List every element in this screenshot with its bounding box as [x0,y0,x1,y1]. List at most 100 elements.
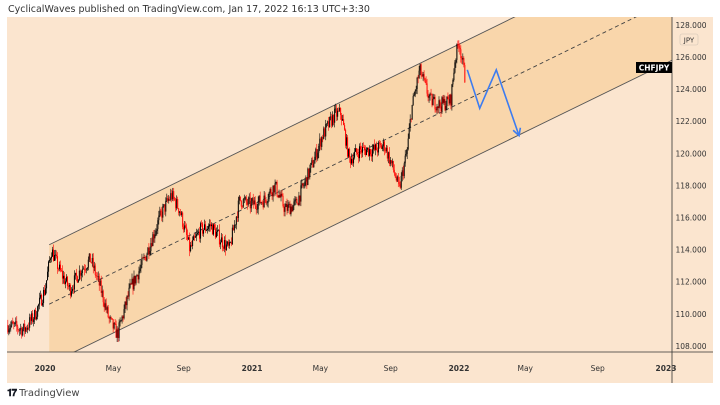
candle-up [233,224,235,231]
candle-down [130,283,132,285]
candle-down [450,94,452,106]
candle-up [52,249,54,257]
candle-up [446,96,448,107]
candle-up [368,149,370,156]
tradingview-logo-text: TradingView [19,388,80,399]
candle-up [176,198,178,209]
candle-up [8,329,10,333]
candle-up [131,278,133,285]
candle-down [90,262,92,263]
candle-up [258,195,260,202]
channel-lower-line[interactable] [49,59,672,364]
candle-up [198,231,200,233]
candle-up [208,226,210,229]
candle-down [7,325,9,333]
candle-up [46,280,48,289]
candle-down [112,319,114,329]
candle-down [186,227,188,235]
candle-down [347,137,349,157]
candle-down [282,195,284,207]
candle-up [269,189,271,193]
candle-up [454,62,456,73]
candle-up [220,237,222,243]
candle-up [78,270,80,280]
candle-down [417,77,419,79]
candle-up [91,257,93,263]
candle-up [374,144,376,150]
candle-down [316,148,318,159]
candle-up [104,303,106,308]
candle-up [50,258,52,260]
candle-down [370,154,372,157]
candle-up [407,138,409,150]
candle-up [371,149,373,157]
candle-down [35,310,37,320]
time-tick-label: 2021 [242,364,263,373]
candle-up [445,106,447,110]
candle-up [372,144,374,150]
time-tick-label: 2020 [35,364,56,373]
candle-up [391,161,393,164]
candle-down [464,65,466,83]
candle-down [16,321,18,327]
candle-up [405,153,407,156]
candle-down [160,210,162,212]
channel-upper-line[interactable] [49,0,672,246]
candle-down [76,276,78,283]
candle-up [453,72,455,81]
candle-down [421,75,423,77]
candle-up [133,275,135,290]
candle-down [345,129,347,146]
candle-up [166,198,168,201]
candle-down [161,211,163,218]
candle-down [75,272,77,277]
candle-up [109,317,111,319]
candle-up [432,98,434,106]
candle-up [147,247,149,255]
candle-up [260,202,262,204]
candle-down [56,254,58,257]
candle-down [383,141,385,151]
candle-down [108,317,110,319]
candle-up [51,256,53,259]
candle-down [26,327,28,330]
candle-up [278,195,280,198]
candle-up [272,185,274,197]
candle-up [337,110,339,117]
candle-down [169,199,171,200]
candle-up [195,236,197,238]
candle-up [158,215,160,221]
candle-up [207,228,209,231]
candle-down [362,147,364,148]
candle-down [142,257,144,259]
candle-down [363,147,365,150]
candle-down [178,208,180,213]
time-tick-label: 2022 [449,364,470,373]
candle-down [224,240,226,251]
candle-up [203,229,205,234]
candle-up [39,297,41,305]
candle-up [143,256,145,258]
candle-up [156,229,158,231]
candle-down [151,243,153,247]
candle-up [150,243,152,251]
candle-down [105,303,107,310]
candle-down [283,206,285,212]
candle-up [408,127,410,139]
candle-up [285,203,287,208]
candle-down [60,270,62,271]
candle-up [248,197,250,199]
projection-path[interactable] [466,67,520,136]
candle-up [212,224,214,235]
tradingview-footer[interactable]: 𝟏𝟕 TradingView [7,388,80,399]
candle-down [134,275,136,284]
candle-down [13,323,15,325]
candle-down [410,119,412,120]
candle-up [36,316,38,320]
candle-up [22,329,24,336]
candle-down [171,193,173,200]
candle-down [114,322,116,325]
candle-up [415,88,417,92]
candle-down [328,121,330,128]
